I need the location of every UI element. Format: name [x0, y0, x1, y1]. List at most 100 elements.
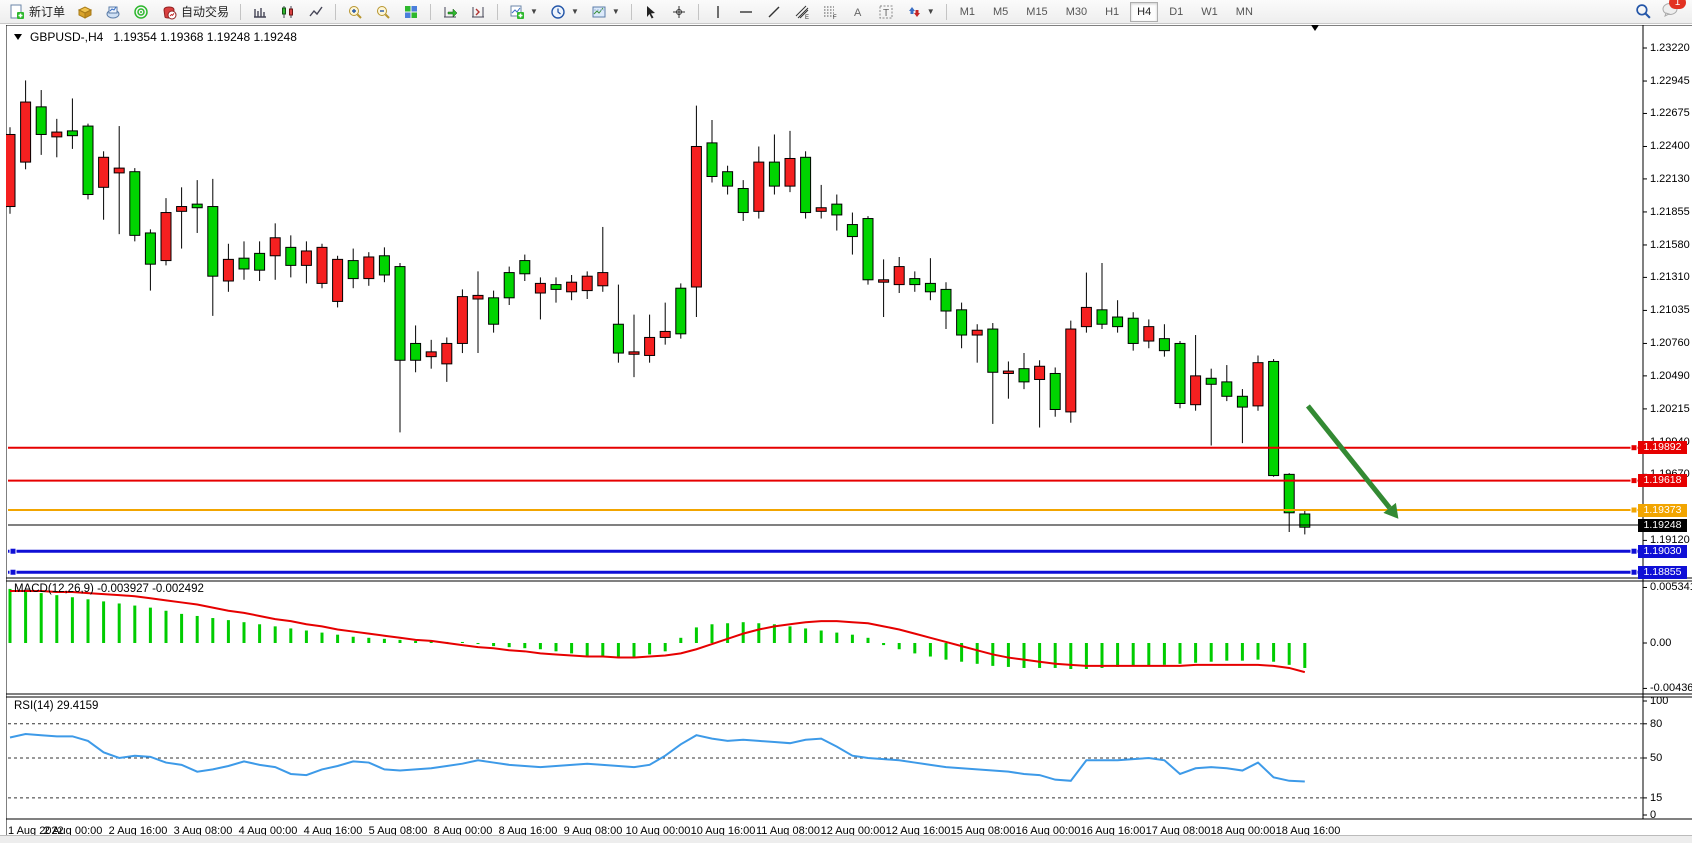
bull-candle	[831, 203, 843, 216]
chart-window[interactable]: GBPUSD-,H4 1.19354 1.19368 1.19248 1.192…	[6, 25, 1692, 837]
clock-icon	[551, 4, 565, 19]
rsi-tick-label: 50	[1650, 752, 1663, 764]
zoom-out-button[interactable]	[370, 1, 396, 23]
timeframe-h4[interactable]: H4	[1130, 1, 1159, 22]
line-handle[interactable]	[9, 568, 17, 576]
templates-button[interactable]: ▼	[586, 1, 625, 23]
rsi-label: RSI(14) 29.4159	[14, 700, 99, 712]
trend-arrow[interactable]	[1305, 404, 1392, 510]
template-icon	[592, 6, 606, 17]
macd-tick-label: 0.005341	[1650, 581, 1692, 594]
bull-candle	[862, 218, 874, 281]
timeframe-h1[interactable]: H1	[1105, 5, 1120, 18]
price-tag-1.19030: 1.19030	[1638, 544, 1687, 558]
bull-candle	[1049, 372, 1061, 411]
bull-candle	[1018, 368, 1030, 383]
market-watch-button[interactable]	[100, 1, 126, 23]
bear-candle	[1002, 370, 1014, 374]
chart-shift-button[interactable]	[465, 1, 491, 23]
search-icon[interactable]	[1635, 3, 1652, 20]
bear-candle	[581, 275, 593, 292]
svg-text:F: F	[833, 15, 837, 20]
rsi-line	[9, 733, 1305, 783]
bull-candle	[207, 206, 219, 277]
arrows-tool[interactable]: ▼	[901, 1, 940, 23]
bear-candle	[1065, 328, 1077, 413]
text-tool[interactable]: A	[845, 1, 871, 23]
auto-trading-button[interactable]: 自动交易	[156, 1, 234, 23]
horizontal-line-tool[interactable]	[733, 1, 759, 23]
line-handle[interactable]	[1630, 547, 1638, 555]
bear-candle	[6, 133, 16, 208]
new-order-icon	[10, 4, 24, 19]
bear-candle	[690, 145, 702, 288]
price-tick-label: 1.21035	[1650, 304, 1690, 317]
vertical-line-icon	[717, 5, 719, 18]
text-label-tool[interactable]: T	[873, 1, 899, 23]
signal-button[interactable]	[128, 1, 154, 23]
indicators-button[interactable]: ▼	[504, 1, 543, 23]
svg-text:A: A	[854, 7, 862, 19]
line-handle[interactable]	[9, 547, 17, 555]
timeframe-m30[interactable]: M30	[1065, 5, 1088, 18]
bull-candle	[706, 142, 718, 178]
time-axis-label: 17 Aug 08:00	[1145, 825, 1211, 837]
bull-candle	[1283, 473, 1295, 514]
notifications-button[interactable]: 1	[1662, 0, 1686, 22]
bear-candle	[51, 131, 63, 138]
time-axis-label: 16 Aug 00:00	[1015, 825, 1081, 837]
new-order-button[interactable]: 新订单	[4, 1, 70, 23]
candle-chart-mode-button[interactable]	[275, 1, 301, 23]
auto-scroll-button[interactable]	[437, 1, 463, 23]
bull-candle	[238, 257, 250, 270]
vertical-line-tool[interactable]	[705, 1, 731, 23]
line-chart-mode-button[interactable]	[303, 1, 329, 23]
tile-windows-button[interactable]	[398, 1, 424, 23]
fibonacci-tool[interactable]: F	[817, 1, 843, 23]
price-tick-label: 1.22400	[1650, 140, 1690, 153]
bar-chart-mode-button[interactable]	[247, 1, 273, 23]
time-axis-label: 18 Aug 00:00	[1210, 825, 1276, 837]
channel-tool[interactable]: E	[789, 1, 815, 23]
bull-candle	[82, 125, 94, 196]
bear-candle	[113, 167, 125, 174]
time-axis-label: 4 Aug 16:00	[303, 825, 363, 837]
chart-top-marker	[1311, 25, 1319, 31]
dropdown-caret: ▼	[530, 7, 538, 16]
line-handle[interactable]	[1630, 444, 1638, 452]
bull-candle	[722, 171, 734, 187]
auto-trading-icon	[163, 5, 177, 19]
auto-trading-label: 自动交易	[181, 5, 230, 19]
quotes-button[interactable]	[72, 1, 98, 23]
timeframe-m15[interactable]: M15	[1026, 5, 1048, 18]
signal-icon	[134, 4, 148, 19]
bull-candle	[519, 260, 531, 275]
timeframe-m5[interactable]: M5	[993, 5, 1009, 18]
line-handle[interactable]	[1630, 506, 1638, 514]
bear-candle	[1190, 375, 1202, 406]
bull-candle	[1127, 317, 1139, 344]
bull-candle	[675, 287, 687, 335]
tile-windows-icon	[405, 5, 418, 18]
timeframe-m1[interactable]: M1	[959, 5, 975, 18]
bear-candle	[597, 272, 609, 287]
chart-canvas[interactable]	[6, 25, 1692, 835]
dropdown-caret: ▼	[926, 7, 935, 16]
line-handle[interactable]	[1630, 568, 1638, 576]
trend-arrow-head[interactable]	[1383, 502, 1399, 519]
collapse-icon[interactable]	[14, 34, 22, 40]
cursor-tool-button[interactable]	[638, 1, 664, 23]
crosshair-tool-button[interactable]	[666, 1, 692, 23]
bear-candle	[971, 329, 983, 336]
periods-button[interactable]: ▼	[545, 1, 584, 23]
trendline-tool[interactable]	[761, 1, 787, 23]
bear-candle	[534, 282, 546, 294]
arrows-icon	[908, 6, 920, 17]
zoom-in-button[interactable]	[342, 1, 368, 23]
timeframe-mn[interactable]: MN	[1235, 5, 1253, 18]
line-handle[interactable]	[1630, 477, 1638, 485]
timeframe-w1[interactable]: W1	[1201, 5, 1218, 18]
bull-candle	[940, 288, 952, 312]
timeframe-d1[interactable]: D1	[1169, 5, 1184, 18]
